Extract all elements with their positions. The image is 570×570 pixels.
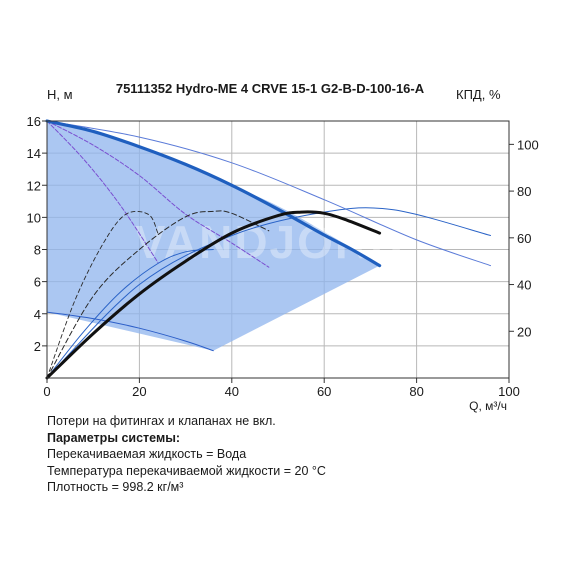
x-tick-label-5: 100 [498,384,520,399]
y-left-tick-label-5: 12 [27,178,41,193]
series-head-curve-2 [46,120,270,268]
series-efficiency-1 [46,207,491,379]
x-tick-label-1: 20 [132,384,146,399]
y-left-tick-label-1: 4 [34,307,41,322]
series-head-curve-1 [46,120,491,267]
y-left-tick-label-7: 16 [27,114,41,129]
y-right-tick-label-4: 100 [517,137,539,152]
chart-title: 75111352 Hydro-ME 4 CRVE 15-1 G2-B-D-100… [116,81,425,96]
y-right-tick-label-1: 40 [517,278,531,293]
y-left-tick-label-6: 14 [27,146,41,161]
y-left-tick-label-4: 10 [27,210,41,225]
system-params-heading: Параметры системы: [47,430,181,445]
x-tick-label-4: 80 [409,384,423,399]
x-tick-label-3: 60 [317,384,331,399]
series-efficiency-3 [46,210,159,379]
y-right-tick-label-2: 60 [517,231,531,246]
watermark-text: VANDJORD [135,216,406,268]
operating-area [47,121,380,351]
fittings-note: Потери на фитингах и клапанах не вкл. [47,414,276,428]
x-tick-label-2: 40 [225,384,239,399]
x-axis-label: Q, м³/ч [469,399,507,413]
series-head-min [46,311,214,352]
series-efficiency-max [45,210,382,380]
density-param: Плотность = 998.2 кг/м³ [47,480,184,494]
series-efficiency-2 [46,210,270,379]
temperature-param: Температура перекачиваемой жидкости = 20… [47,463,326,478]
series-efficiency-min [46,249,214,379]
series-head-curve-3 [46,120,159,263]
system-info: Потери на фитингах и клапанах не вкл. Па… [47,413,326,496]
y-axis-label-left: H, м [47,87,73,102]
y-left-tick-label-0: 2 [34,339,41,354]
fluid-param: Перекачиваемая жидкость = Вода [47,447,247,461]
y-left-tick-label-2: 6 [34,275,41,290]
series-head-max [45,119,382,268]
x-tick-label-0: 0 [43,384,50,399]
y-left-tick-label-3: 8 [34,243,41,258]
y-right-tick-label-3: 80 [517,184,531,199]
axis-ticks: 0 20 40 60 80 100 2 4 6 8 10 12 14 16 20 40 60 80 100 [27,114,539,399]
y-right-tick-label-0: 20 [517,324,531,339]
y-axis-label-right: КПД, % [456,87,501,102]
series-lines [45,119,491,380]
